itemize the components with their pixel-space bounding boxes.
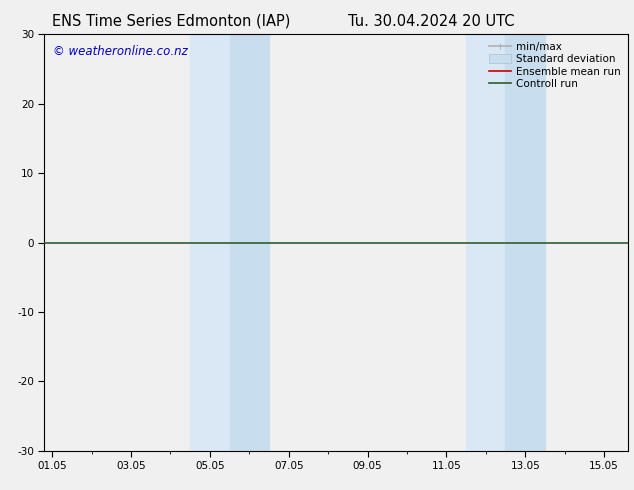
Bar	[466, 34, 505, 451]
Legend: min/max, Standard deviation, Ensemble mean run, Controll run: min/max, Standard deviation, Ensemble me…	[486, 40, 623, 92]
Bar	[230, 34, 269, 451]
Text: Tu. 30.04.2024 20 UTC: Tu. 30.04.2024 20 UTC	[348, 14, 514, 29]
Bar	[505, 34, 545, 451]
Bar	[190, 34, 230, 451]
Text: ENS Time Series Edmonton (IAP): ENS Time Series Edmonton (IAP)	[52, 14, 290, 29]
Text: © weatheronline.co.nz: © weatheronline.co.nz	[53, 45, 188, 58]
